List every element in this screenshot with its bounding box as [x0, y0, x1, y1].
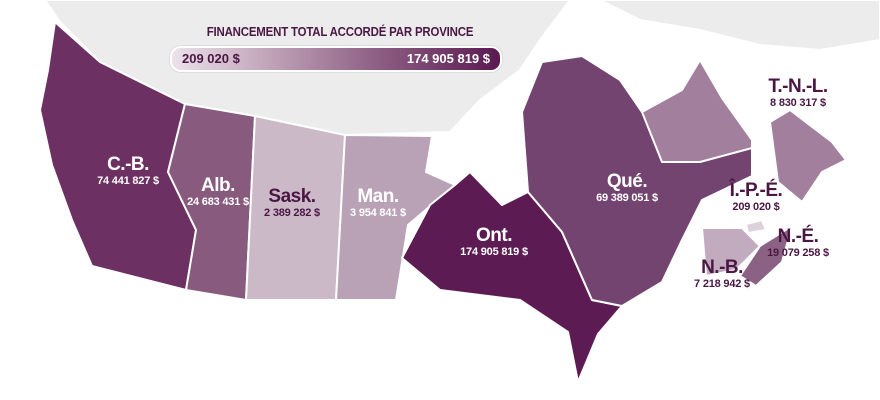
arctic-islands: [599, 0, 880, 51]
label-mb: Man. 3 954 841 $: [350, 187, 406, 219]
label-bc: C.-B. 74 441 827 $: [97, 155, 159, 187]
province-ns: [739, 225, 793, 287]
province-name: Î.-P.-É.: [729, 180, 783, 201]
legend-max-label: 174 905 819 $: [406, 51, 490, 66]
label-ab: Alb. 24 683 431 $: [187, 176, 249, 208]
province-name: N.-B.: [701, 257, 743, 278]
province-name: C.-B.: [107, 154, 149, 175]
province-value: 209 020 $: [732, 201, 780, 213]
province-value: 7 218 942 $: [694, 278, 750, 290]
province-on: [401, 171, 623, 383]
label-qc: Qué. 69 389 051 $: [596, 172, 658, 204]
province-nl-labrador: [641, 59, 753, 163]
province-name: Qué.: [606, 171, 648, 192]
province-value: 69 389 051 $: [596, 192, 658, 204]
province-name: Alb.: [201, 175, 235, 196]
label-nb: N.-B. 7 218 942 $: [694, 258, 750, 290]
label-pe: Î.-P.-É. 209 020 $: [730, 181, 783, 213]
province-value: 24 683 431 $: [187, 196, 249, 208]
province-name: N.-É.: [777, 226, 819, 247]
label-on: Ont. 174 905 819 $: [460, 226, 528, 258]
province-value: 8 830 317 $: [770, 97, 826, 109]
legend-min-label: 209 020 $: [182, 51, 240, 66]
province-value: 74 441 827 $: [97, 175, 159, 187]
province-name: Sask.: [268, 186, 316, 207]
province-nb: [701, 227, 761, 277]
province-name: T.-N.-L.: [768, 76, 828, 97]
province-value: 2 389 282 $: [264, 207, 320, 219]
province-nl-island: [769, 109, 847, 203]
legend-title: FINANCEMENT TOTAL ACCORDÉ PAR PROVINCE: [206, 24, 474, 39]
label-ns: N.-É. 19 079 258 $: [767, 227, 829, 259]
province-name: Man.: [357, 186, 399, 207]
label-nl: T.-N.-L. 8 830 317 $: [768, 76, 828, 109]
legend-gradient-bar: 209 020 $ 174 905 819 $: [170, 46, 502, 72]
province-name: Ont.: [476, 225, 512, 246]
province-bc: [39, 21, 197, 291]
province-value: 3 954 841 $: [350, 207, 406, 219]
province-value: 174 905 819 $: [460, 246, 528, 258]
province-value: 19 079 258 $: [767, 247, 829, 259]
label-sk: Sask. 2 389 282 $: [264, 187, 320, 219]
province-pe: [745, 219, 767, 234]
